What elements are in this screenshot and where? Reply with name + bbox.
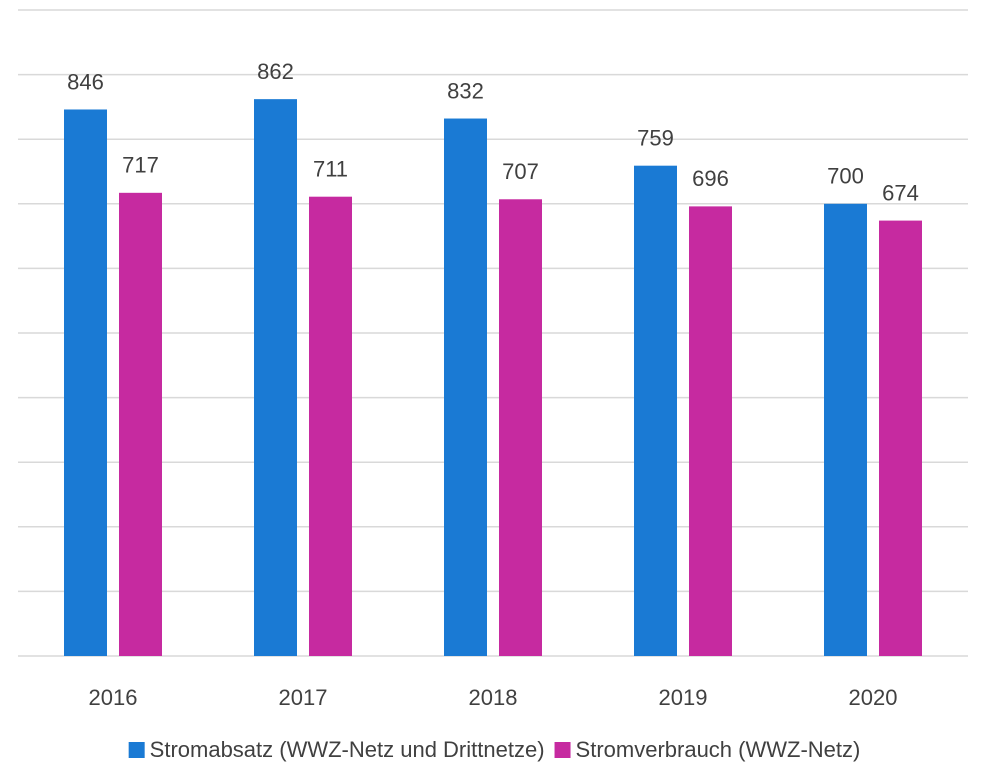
x-tick-label: 2017: [279, 685, 328, 710]
x-tick-label: 2016: [89, 685, 138, 710]
data-label: 717: [122, 153, 159, 178]
bar: [689, 206, 732, 656]
bar: [634, 165, 677, 656]
bar: [499, 199, 542, 656]
x-tick-label: 2020: [849, 685, 898, 710]
bar: [879, 220, 922, 656]
bar: [824, 203, 867, 657]
data-label: 832: [447, 78, 484, 103]
bar: [309, 196, 352, 656]
legend-label: Stromverbrauch (WWZ-Netz): [576, 737, 861, 762]
data-label: 707: [502, 159, 539, 184]
x-tick-label: 2018: [469, 685, 518, 710]
legend-swatch: [128, 742, 145, 758]
data-label: 674: [882, 180, 919, 205]
data-label: 846: [67, 69, 104, 94]
data-label: 711: [313, 157, 348, 182]
data-label: 759: [637, 125, 674, 150]
bar: [119, 192, 162, 656]
data-label: 700: [827, 164, 864, 189]
bar: [444, 118, 487, 656]
data-label: 862: [257, 59, 294, 84]
x-tick-label: 2019: [659, 685, 708, 710]
bar: [64, 109, 107, 656]
legend-swatch: [554, 742, 571, 758]
legend-label: Stromabsatz (WWZ-Netz und Drittnetze): [150, 737, 545, 762]
data-label: 696: [692, 166, 729, 191]
bar: [254, 99, 297, 656]
